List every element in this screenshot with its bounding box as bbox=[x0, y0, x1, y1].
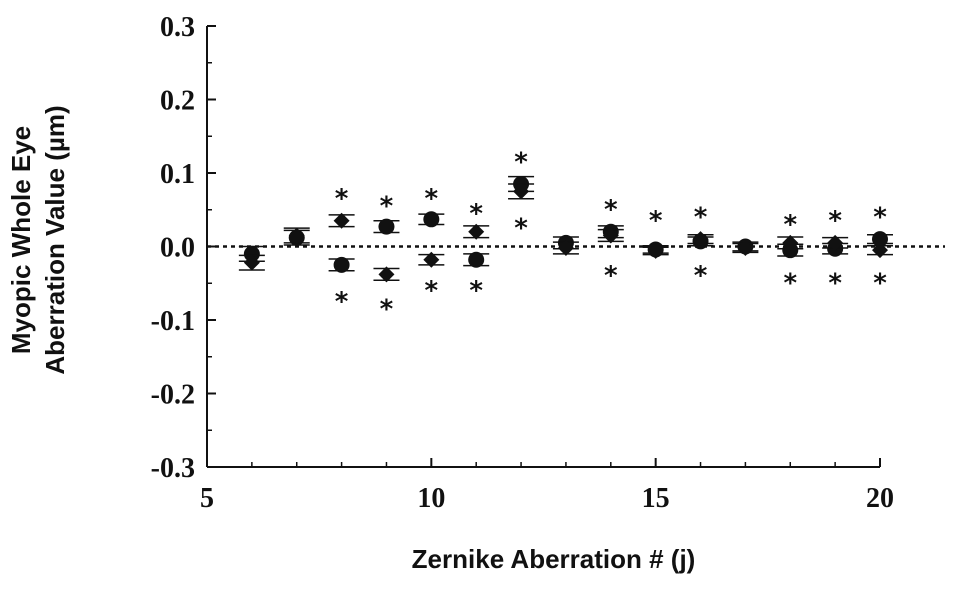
diamond-data-point bbox=[822, 234, 849, 251]
significance-asterisk: * bbox=[425, 276, 439, 306]
diamond-data-point bbox=[328, 212, 355, 229]
circle-data-point bbox=[418, 211, 445, 228]
significance-asterisk: * bbox=[828, 206, 842, 236]
diamond-data-point bbox=[418, 251, 445, 268]
diamond-marker bbox=[602, 227, 619, 244]
significance-asterisk: * bbox=[380, 294, 394, 324]
diamond-data-point bbox=[238, 254, 265, 271]
data-points bbox=[238, 175, 893, 283]
diamond-marker bbox=[243, 254, 260, 271]
diamond-data-point bbox=[732, 239, 759, 256]
significance-asterisk: * bbox=[783, 269, 797, 299]
diamond-marker bbox=[737, 239, 754, 256]
significance-asterisk: * bbox=[694, 202, 708, 232]
axis-labels: 0.3 0.2 0.1 0.0 -0.1 -0.2 -0.35 10 15 20 Zernike A… bbox=[6, 12, 894, 574]
diamond-marker bbox=[423, 251, 440, 268]
circle-data-point bbox=[328, 256, 355, 273]
significance-asterisk: * bbox=[335, 287, 349, 317]
significance-asterisk: * bbox=[469, 276, 483, 306]
diamond-data-point bbox=[687, 231, 714, 248]
x-tick-label: 15 bbox=[642, 483, 670, 514]
diamond-marker bbox=[468, 223, 485, 240]
significance-asterisk: * bbox=[514, 147, 528, 177]
diamond-marker bbox=[333, 212, 350, 229]
y-tick-label: 0.1 bbox=[160, 159, 195, 190]
significance-asterisk: * bbox=[604, 261, 618, 291]
diamond-data-point bbox=[597, 227, 624, 244]
circle-data-point bbox=[373, 218, 400, 235]
x-tick-label: 10 bbox=[417, 483, 445, 514]
significance-asterisk: * bbox=[604, 195, 618, 225]
diamond-data-point bbox=[283, 227, 310, 244]
diamond-marker bbox=[557, 239, 574, 256]
x-axis-title: Zernike Aberration # (j) bbox=[412, 544, 696, 574]
significance-asterisk: * bbox=[783, 210, 797, 240]
x-tick-label: 20 bbox=[866, 483, 894, 514]
significance-asterisk: * bbox=[380, 191, 394, 221]
diamond-data-point bbox=[552, 239, 579, 256]
significance-asterisk: * bbox=[514, 213, 528, 243]
diamond-marker bbox=[782, 234, 799, 251]
y-tick-label: 0.2 bbox=[160, 86, 195, 117]
y-tick-label: -0.2 bbox=[151, 380, 195, 411]
significance-asterisk: * bbox=[694, 261, 708, 291]
diamond-data-point bbox=[463, 223, 490, 240]
y-axis-title-line: Myopic Whole Eye bbox=[6, 126, 36, 354]
significance-asterisk: * bbox=[425, 184, 439, 214]
circle-marker bbox=[333, 256, 350, 273]
x-tick-label: 5 bbox=[200, 483, 214, 514]
significance-asterisk: * bbox=[335, 184, 349, 214]
diamond-data-point bbox=[777, 234, 804, 251]
circle-marker bbox=[423, 211, 440, 228]
circle-data-point bbox=[867, 231, 893, 248]
diamond-marker bbox=[647, 242, 664, 259]
significance-asterisk: * bbox=[828, 269, 842, 299]
diamond-data-point bbox=[642, 242, 669, 259]
diamond-data-point bbox=[373, 266, 400, 283]
significance-marks: * * * * * * * * * * * * * * * * * * * * * bbox=[335, 147, 887, 324]
significance-asterisk: * bbox=[873, 269, 887, 299]
significance-asterisk: * bbox=[873, 202, 887, 232]
y-tick-label: 0.0 bbox=[160, 233, 195, 264]
diamond-data-point bbox=[508, 183, 535, 200]
diamond-marker bbox=[378, 266, 395, 283]
circle-marker bbox=[378, 218, 395, 235]
circle-marker bbox=[872, 231, 888, 248]
circle-marker bbox=[243, 245, 260, 262]
y-tick-label: -0.3 bbox=[151, 453, 195, 484]
diamond-marker bbox=[692, 231, 709, 248]
diamond-marker bbox=[513, 183, 530, 200]
diamond-marker bbox=[872, 242, 888, 259]
significance-asterisk: * bbox=[649, 206, 663, 236]
y-tick-label: 0.3 bbox=[160, 12, 195, 43]
y-axis-title-line: Aberration Value (µm) bbox=[40, 105, 70, 374]
significance-asterisk: * bbox=[469, 199, 483, 229]
circle-marker bbox=[468, 251, 485, 268]
circle-data-point bbox=[463, 251, 490, 268]
diamond-marker bbox=[827, 234, 844, 251]
diamond-marker bbox=[288, 227, 305, 244]
diamond-data-point bbox=[867, 242, 893, 259]
y-tick-label: -0.1 bbox=[151, 306, 195, 337]
